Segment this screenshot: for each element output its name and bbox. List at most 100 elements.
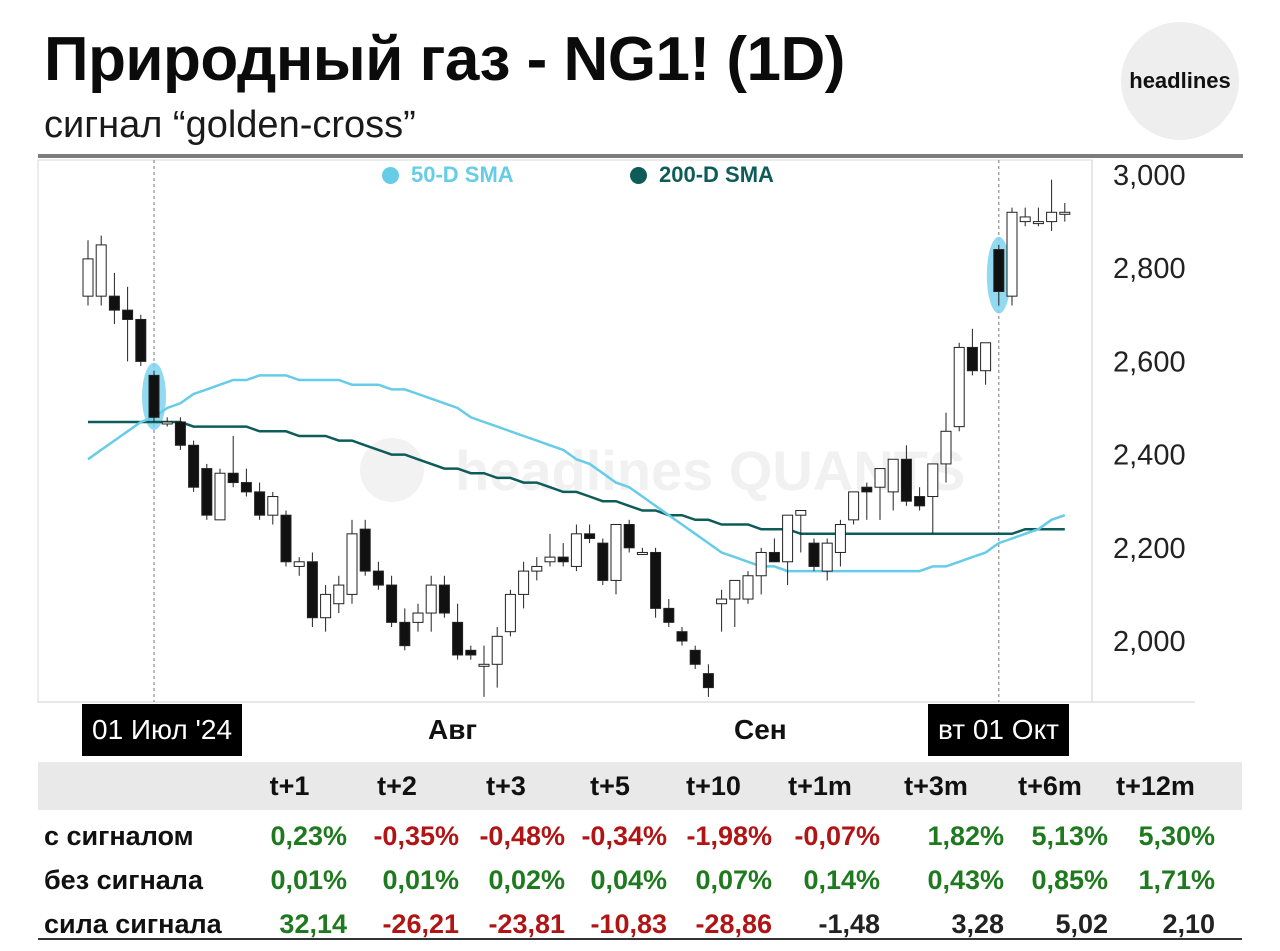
candle-body — [610, 524, 622, 581]
table-cell: 1,82% — [927, 820, 1004, 851]
candle-body — [82, 258, 94, 297]
candle-body — [320, 593, 332, 619]
table-row-label: сила сигнала — [44, 908, 222, 939]
returns-table: t+1 t+2 t+3 t+5 t+10 t+1m t+3m t+6m t+12m с сигн… — [38, 762, 1242, 946]
y-tick-label: 2,600 — [1113, 346, 1186, 378]
legend-sma200: 200-D SMA — [630, 162, 774, 188]
candle-body — [940, 430, 952, 465]
table-cell: -0,35% — [373, 820, 459, 851]
legend-sma50: 50-D SMA — [382, 162, 514, 188]
candle-body — [267, 496, 279, 516]
table-column-header: t+1m — [788, 770, 852, 801]
candle-body — [174, 421, 186, 446]
table-cell: 0,23% — [270, 820, 347, 851]
table-cell: 0,43% — [927, 864, 1004, 895]
table-cell: -0,07% — [794, 820, 880, 851]
y-tick-label: 2,200 — [1113, 533, 1186, 565]
candle-body — [795, 510, 807, 516]
candle-body — [452, 621, 464, 656]
y-tick-label: 2,800 — [1113, 253, 1186, 285]
x-label-sep: Сен — [734, 714, 787, 745]
sma50-line — [87, 374, 1066, 573]
candle-body — [161, 421, 173, 425]
candle-body — [504, 593, 516, 633]
candle-body — [1046, 211, 1058, 223]
candle-body — [900, 458, 912, 502]
candle-body — [478, 663, 490, 667]
candle-body — [557, 556, 569, 563]
candle-body — [491, 635, 503, 665]
y-tick-label: 2,400 — [1113, 440, 1186, 472]
table-row: сила сигнала 32,14 -26,21 -23,81 -10,83 -28,8… — [38, 902, 1242, 946]
candle-body — [676, 631, 688, 642]
candle-body — [214, 472, 226, 521]
table-column-header: t+2 — [377, 770, 417, 801]
headlines-logo: headlines — [1121, 22, 1239, 140]
candle-body — [874, 468, 886, 488]
table-cell: 0,01% — [382, 864, 459, 895]
table-row: без сигнала 0,01% 0,01% 0,02% 0,04% 0,07% 0,14… — [38, 858, 1242, 902]
candle-body — [914, 496, 926, 507]
table-cell: 2,10 — [1162, 908, 1215, 939]
candle-body — [108, 295, 120, 311]
candle-body — [742, 575, 754, 600]
candle-body — [465, 649, 477, 656]
table-cell: 5,13% — [1031, 820, 1108, 851]
candle-body — [518, 570, 530, 595]
table-column-header: t+10 — [686, 770, 741, 801]
candle-body — [808, 542, 820, 567]
candle-body — [425, 584, 437, 614]
candle-body — [966, 346, 978, 372]
candle-body — [135, 318, 147, 362]
table-cell: 0,02% — [488, 864, 565, 895]
table-column-header: t+3m — [904, 770, 968, 801]
table-cell: 1,71% — [1138, 864, 1215, 895]
candle-body — [438, 584, 450, 614]
table-row: с сигналом 0,23% -0,35% -0,48% -0,34% -1,98% -… — [38, 814, 1242, 858]
legend-sma200-label: 200-D SMA — [659, 162, 774, 187]
candle-body — [650, 551, 662, 609]
candle-body — [887, 458, 899, 493]
table-bottom-rule — [38, 938, 1242, 940]
candle-body — [201, 468, 213, 516]
sma50-dot-icon — [382, 166, 399, 184]
table-row-label: с сигналом — [44, 820, 194, 851]
table-column-header: t+3 — [486, 770, 526, 801]
candle-body — [597, 542, 609, 581]
page-subtitle: сигнал “golden-cross” — [44, 104, 416, 146]
candle-body — [240, 482, 252, 493]
candle-body — [386, 584, 398, 623]
y-tick-label: 3,000 — [1113, 160, 1186, 192]
table-cell: -1,48 — [818, 908, 880, 939]
table-row-label: без сигнала — [44, 864, 203, 895]
legend-sma50-label: 50-D SMA — [411, 162, 514, 187]
x-label-start: 01 Июл '24 — [82, 704, 243, 756]
candle-body — [636, 551, 648, 555]
x-label-end: вт 01 Окт — [928, 704, 1069, 756]
candle-body — [702, 673, 714, 689]
table-cell: 0,01% — [270, 864, 347, 895]
header-divider — [38, 154, 1243, 158]
table-column-header: t+5 — [590, 770, 630, 801]
candle-body — [293, 561, 305, 567]
candle-body — [755, 551, 767, 577]
sma200-dot-icon — [630, 166, 647, 184]
candle-body — [729, 579, 741, 600]
candle-body — [254, 491, 266, 516]
candle-body — [953, 346, 965, 428]
table-cell: 5,30% — [1138, 820, 1215, 851]
x-label-aug: Авг — [428, 714, 478, 745]
table-header: t+1 t+2 t+3 t+5 t+10 t+1m t+3m t+6m t+12m — [38, 762, 1242, 810]
candle-body — [544, 556, 556, 563]
table-cell: -0,48% — [479, 820, 565, 851]
table-cell: -23,81 — [488, 908, 565, 939]
table-cell: 3,28 — [951, 908, 1004, 939]
candle-body — [188, 444, 200, 488]
candle-body — [663, 607, 675, 623]
logo-text: headlines — [1129, 68, 1231, 93]
candle-body — [980, 342, 992, 372]
table-cell: 32,14 — [279, 908, 347, 939]
candle-body — [412, 612, 424, 623]
candle-body — [346, 533, 358, 595]
